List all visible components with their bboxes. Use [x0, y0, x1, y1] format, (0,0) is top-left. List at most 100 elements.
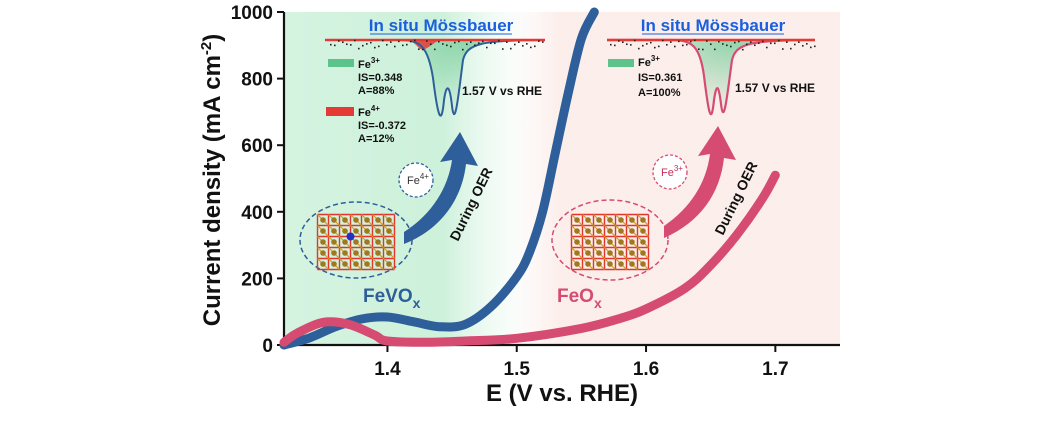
y-tick-label: 600	[241, 136, 273, 157]
data-point	[490, 42, 492, 45]
data-point	[542, 41, 544, 43]
data-point	[502, 48, 504, 50]
data-point	[486, 46, 488, 49]
data-point	[658, 45, 660, 48]
fe-atom	[585, 239, 591, 245]
data-point	[366, 43, 368, 45]
oer-arrow-fevox	[404, 132, 478, 244]
data-point	[466, 43, 468, 46]
fe-atom	[320, 228, 326, 234]
fe-atom	[629, 250, 635, 256]
data-point	[482, 40, 484, 43]
data-point	[398, 40, 400, 43]
fe-atom	[574, 250, 580, 256]
fe-atom	[585, 217, 591, 223]
data-point	[750, 41, 752, 43]
fe-atom	[618, 250, 624, 256]
data-point	[730, 45, 732, 48]
data-point	[666, 43, 668, 46]
data-point	[462, 48, 464, 51]
data-point	[514, 43, 516, 46]
data-point	[690, 40, 692, 43]
data-point	[626, 43, 628, 46]
oer-arrow-feox	[664, 126, 736, 238]
fe-atom	[375, 239, 381, 245]
x-axis-title: E (V vs. RHE)	[486, 380, 638, 407]
data-point	[718, 40, 720, 43]
fe-atom	[618, 228, 624, 234]
fe-atom	[364, 250, 370, 256]
data-point	[438, 40, 440, 43]
data-point	[518, 41, 520, 43]
fe-atom	[618, 261, 624, 267]
y-ticks: 0 200 400 600 800 1000	[231, 3, 284, 357]
fe-atom	[331, 261, 337, 267]
y-tick-label: 800	[241, 70, 273, 91]
legend-area-fe3-feox: A=100%	[638, 87, 681, 99]
fe-atom	[386, 261, 392, 267]
data-point	[786, 41, 788, 43]
data-point	[362, 44, 364, 47]
ion-bubble-text-fevox: Fe4+	[407, 172, 429, 187]
data-point	[762, 40, 764, 43]
data-point	[622, 41, 624, 44]
data-point	[678, 40, 680, 43]
legend-swatch-fe3-feox	[608, 59, 634, 67]
data-point	[734, 41, 736, 44]
fe-atom	[342, 261, 348, 267]
data-point	[506, 41, 508, 43]
fe-atom	[364, 217, 370, 223]
x-tick-label: 1.5	[504, 359, 531, 380]
data-point	[794, 43, 796, 46]
fe-atom	[320, 239, 326, 245]
data-point	[386, 43, 388, 46]
fe-atom	[574, 228, 580, 234]
crystal-structure-fevox	[316, 213, 396, 271]
data-point	[610, 43, 612, 46]
y-tick-label: 200	[241, 269, 273, 290]
fe-atom	[364, 239, 370, 245]
fe-atom	[596, 217, 602, 223]
legend-is-fe4-fevox: IS=-0.372	[358, 120, 406, 132]
fe-atom	[353, 228, 359, 234]
fe-atom	[574, 261, 580, 267]
legend-is-fe3-feox: IS=0.361	[638, 72, 682, 84]
fe-atom	[607, 228, 613, 234]
fe-atom	[342, 228, 348, 234]
ion-bubble-text-feox: Fe3+	[661, 164, 683, 179]
x-tick-label: 1.7	[762, 359, 788, 380]
y-tick-label: 0	[262, 336, 273, 357]
data-point	[650, 41, 652, 44]
fe-atom	[629, 217, 635, 223]
fe-atom	[342, 250, 348, 256]
fe-atom	[640, 228, 646, 234]
data-point	[474, 44, 476, 47]
data-point	[770, 42, 772, 45]
data-point	[450, 45, 452, 48]
fe-atom	[574, 239, 580, 245]
data-point	[702, 48, 704, 51]
data-point	[662, 39, 664, 42]
fe-atom	[629, 228, 635, 234]
data-point	[726, 44, 728, 47]
fe-atom	[364, 261, 370, 267]
data-point	[782, 48, 784, 50]
data-point	[350, 44, 352, 46]
data-point	[674, 45, 676, 48]
x-ticks: 1.4 1.5 1.6 1.7	[374, 345, 789, 380]
fe-atom	[607, 250, 613, 256]
fe-atom	[375, 217, 381, 223]
data-point	[742, 48, 744, 51]
data-point	[802, 45, 804, 47]
fe-atom	[640, 250, 646, 256]
fe-atom	[596, 261, 602, 267]
fe-atom	[640, 217, 646, 223]
inset-title-feox: In situ Mössbauer	[641, 16, 786, 35]
fe-atom	[331, 239, 337, 245]
fe-atom	[640, 261, 646, 267]
data-point	[638, 47, 640, 50]
data-point	[406, 43, 408, 46]
data-point	[758, 42, 760, 44]
data-point	[390, 41, 392, 43]
fe-atom	[375, 250, 381, 256]
